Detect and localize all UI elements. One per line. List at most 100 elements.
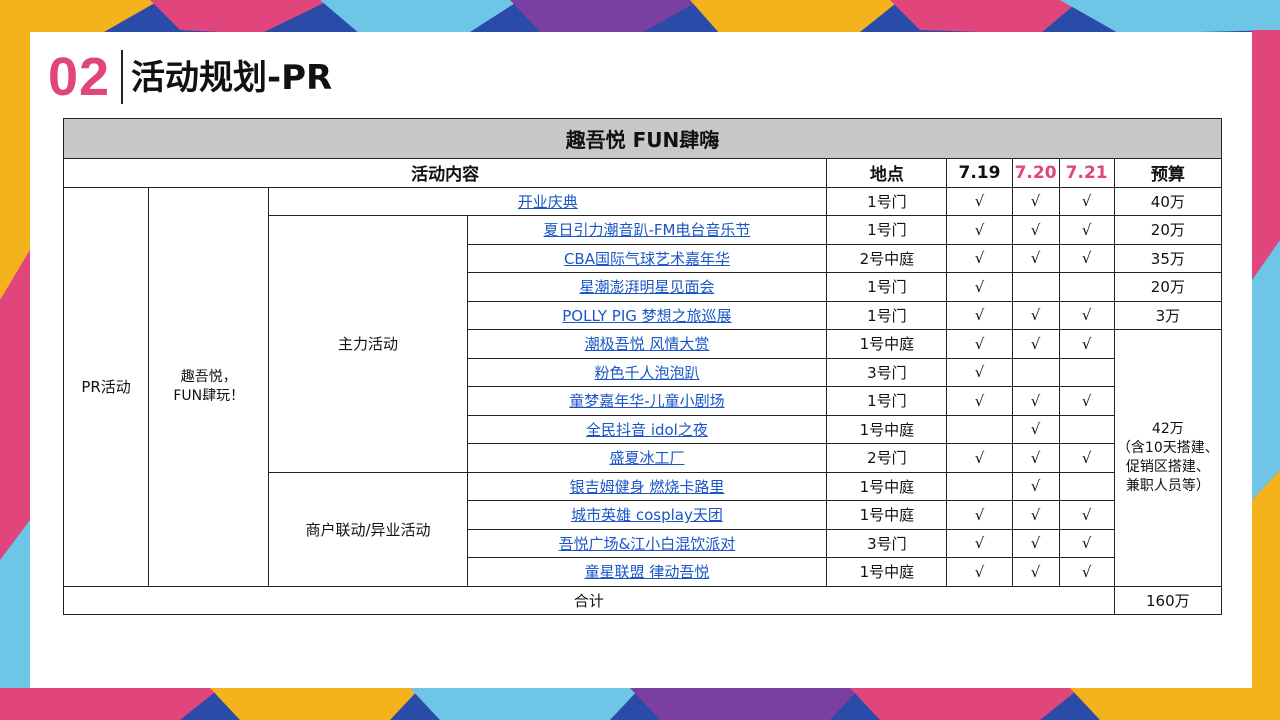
check-720 [1011, 272, 1060, 302]
location-cell: 3号门 [826, 357, 948, 387]
check-719: √ [946, 243, 1013, 273]
theme-cell: 趣吾悦， FUN肆玩！ [148, 186, 270, 587]
group-main: 主力活动 [268, 215, 468, 473]
total-value: 160万 [1113, 585, 1223, 615]
location-cell: 1号中庭 [826, 500, 948, 530]
activity-name: CBA国际气球艺术嘉年华 [466, 243, 828, 273]
check-721 [1058, 471, 1115, 501]
header-date-721: 7.21 [1058, 158, 1115, 188]
location-cell: 1号门 [826, 186, 948, 216]
table-row: 星潮澎湃明星见面会 1号门 √ 20万 [64, 272, 1223, 302]
activity-name: 童星联盟 律动吾悦 [466, 557, 828, 587]
table-row: 盛夏冰工厂 2号门 √ √ √ [64, 443, 1222, 473]
check-719: √ [946, 329, 1013, 359]
check-720: √ [1011, 386, 1060, 416]
section-number: 02 [48, 47, 111, 107]
activity-name: 粉色千人泡泡趴 [466, 357, 828, 387]
group-merchant: 商户联动/异业活动 [268, 471, 468, 587]
check-719: √ [946, 528, 1013, 558]
check-720: √ [1011, 300, 1060, 330]
table-row: 城市英雄 cosplay天团 1号中庭 √ √ √ [64, 500, 1222, 530]
total-row: 合计 160万 [63, 585, 1223, 615]
activity-link[interactable]: 夏日引力潮音趴-FM电台音乐节 [543, 221, 751, 240]
activity-name: 星潮澎湃明星见面会 [466, 272, 828, 302]
check-719: √ [946, 357, 1013, 387]
location-cell: 3号门 [826, 528, 948, 558]
table-row: 商户联动/异业活动 银吉姆健身 燃烧卡路里 1号中庭 √ [64, 471, 1222, 587]
table-row: 潮极吾悦 风情大赏 1号中庭 √ √ √ 42万 （含10天搭建、 促销区搭建、 兼职人员… [64, 329, 1223, 587]
activity-link[interactable]: 全民抖音 idol之夜 [586, 420, 708, 439]
activity-name: 开业庆典 [268, 186, 828, 216]
activity-link[interactable]: 吾悦广场&江小白混饮派对 [558, 534, 736, 553]
check-721: √ [1058, 215, 1115, 245]
location-cell: 1号门 [826, 272, 948, 302]
check-721: √ [1058, 300, 1115, 330]
location-cell: 1号中庭 [826, 471, 948, 501]
activity-link[interactable]: 盛夏冰工厂 [609, 449, 685, 468]
activity-link[interactable]: 星潮澎湃明星见面会 [579, 278, 715, 297]
check-720: √ [1011, 243, 1060, 273]
header-date-720: 7.20 [1011, 158, 1060, 188]
table-row: 粉色千人泡泡趴 3号门 √ [64, 357, 1222, 387]
check-721 [1058, 357, 1115, 387]
activity-link[interactable]: 潮极吾悦 风情大赏 [584, 335, 710, 354]
table-row: 童梦嘉年华-儿童小剧场 1号门 √ √ √ [64, 386, 1222, 416]
check-720: √ [1011, 443, 1060, 473]
activity-name: 银吉姆健身 燃烧卡路里 [466, 471, 828, 501]
budget-cell: 20万 [1113, 215, 1223, 245]
activity-link[interactable]: 童梦嘉年华-儿童小剧场 [569, 392, 725, 411]
activity-link[interactable]: 银吉姆健身 燃烧卡路里 [569, 477, 725, 496]
check-719 [946, 471, 1013, 501]
check-721: √ [1058, 443, 1115, 473]
check-720: √ [1011, 215, 1060, 245]
check-719: √ [946, 215, 1013, 245]
activity-name: 城市英雄 cosplay天团 [466, 500, 828, 530]
slide-title: 活动规划-PR [131, 58, 333, 98]
check-719: √ [946, 386, 1013, 416]
activity-link[interactable]: 开业庆典 [517, 192, 578, 211]
check-719: √ [946, 500, 1013, 530]
table-row: PR活动 趣吾悦， FUN肆玩！ 开业庆典 1号门 √ √ √ 40万 [62, 186, 1223, 587]
table-row: POLLY PIG 梦想之旅巡展 1号门 √ √ √ 3万 [64, 300, 1223, 330]
check-720 [1011, 357, 1060, 387]
category-cell: PR活动 [62, 186, 150, 587]
check-719: √ [946, 557, 1013, 587]
check-720: √ [1011, 557, 1060, 587]
check-719: √ [946, 443, 1013, 473]
activity-name: 全民抖音 idol之夜 [466, 414, 828, 444]
location-cell: 1号中庭 [826, 557, 948, 587]
header-location: 地点 [826, 158, 948, 188]
budget-merged-cell-text: 42万 （含10天搭建、 促销区搭建、 兼职人员等） [1116, 420, 1219, 494]
check-719: √ [946, 300, 1013, 330]
check-720: √ [1011, 414, 1060, 444]
check-721: √ [1058, 329, 1115, 359]
activity-link[interactable]: CBA国际气球艺术嘉年华 [563, 249, 730, 268]
total-label: 合计 [63, 585, 1115, 615]
activity-link[interactable]: POLLY PIG 梦想之旅巡展 [562, 306, 732, 325]
location-cell: 2号中庭 [826, 243, 948, 273]
activity-link[interactable]: 城市英雄 cosplay天团 [571, 506, 723, 525]
check-720: √ [1011, 186, 1060, 216]
theme-cell-text: 趣吾悦， FUN肆玩！ [173, 368, 245, 404]
table-title: 趣吾悦 FUN肆嗨 [63, 118, 1222, 159]
table-row: CBA国际气球艺术嘉年华 2号中庭 √ √ √ 35万 [64, 243, 1223, 273]
check-721: √ [1058, 386, 1115, 416]
check-719 [946, 414, 1013, 444]
activity-name: 夏日引力潮音趴-FM电台音乐节 [466, 215, 828, 245]
title-divider [121, 50, 123, 104]
check-720: √ [1011, 500, 1060, 530]
check-720: √ [1011, 528, 1060, 558]
check-721 [1058, 414, 1115, 444]
check-720: √ [1011, 471, 1060, 501]
location-cell: 1号门 [826, 300, 948, 330]
budget-cell: 35万 [1113, 243, 1223, 273]
table-row: 童星联盟 律动吾悦 1号中庭 √ √ √ [64, 557, 1222, 587]
check-721: √ [1058, 243, 1115, 273]
activity-link[interactable]: 童星联盟 律动吾悦 [584, 563, 710, 582]
check-720: √ [1011, 329, 1060, 359]
budget-cell: 20万 [1113, 272, 1223, 302]
activity-plan-table: 趣吾悦 FUN肆嗨 活动内容 地点 7.19 7.20 7.21 预算 PR活动… [62, 118, 1223, 615]
header-content: 活动内容 [62, 158, 828, 188]
check-719: √ [946, 272, 1013, 302]
activity-link[interactable]: 粉色千人泡泡趴 [594, 363, 700, 382]
